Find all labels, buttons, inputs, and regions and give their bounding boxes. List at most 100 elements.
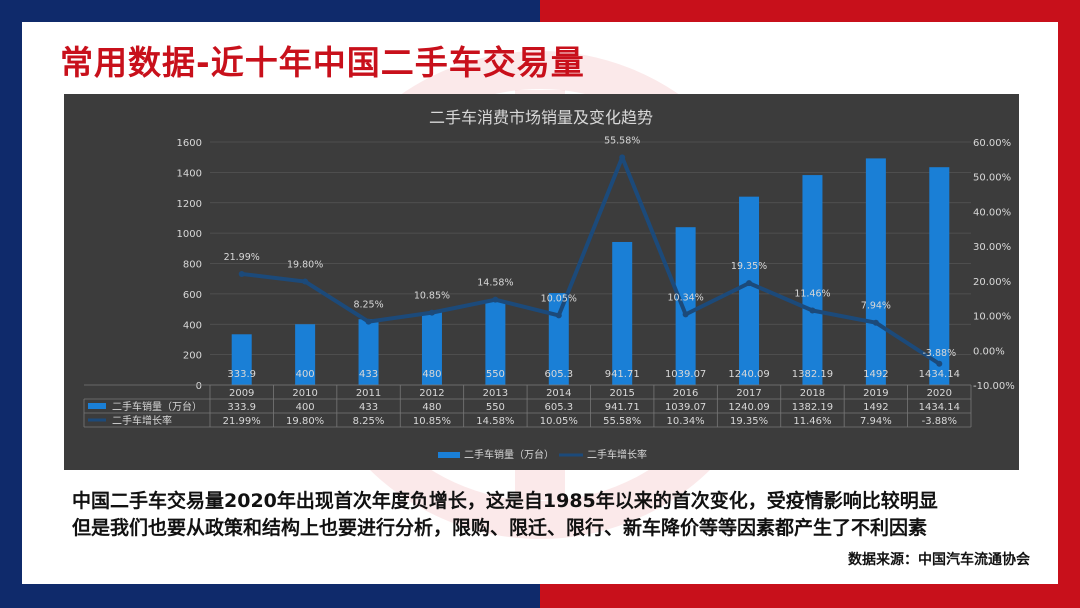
table-rate-cell: -3.88% xyxy=(922,416,957,427)
y-right-tick-label: 50.00% xyxy=(973,173,1011,184)
y-right-tick-label: 60.00% xyxy=(973,138,1011,149)
y-left-tick-label: 1200 xyxy=(177,199,202,210)
y-right-tick-label: 10.00% xyxy=(973,312,1011,323)
table-rate-cell: 10.85% xyxy=(413,416,451,427)
table-rate-row-header: 二手车增长率 xyxy=(112,414,172,427)
x-tick-label: 2018 xyxy=(800,388,825,399)
y-left-tick-label: 1000 xyxy=(177,229,202,240)
table-sales-cell: 550 xyxy=(486,402,505,413)
table-rate-cell: 14.58% xyxy=(476,416,514,427)
growth-rate-data-label: 21.99% xyxy=(224,252,260,263)
bar-2011 xyxy=(358,319,379,385)
growth-rate-point-2011 xyxy=(365,318,372,325)
y-left-tick-label: 1600 xyxy=(177,138,202,149)
bar-2015 xyxy=(612,241,633,385)
legend-sales-label: 二手车销量（万台） xyxy=(464,448,554,461)
y-left-tick-label: 200 xyxy=(183,351,202,362)
growth-rate-data-label: -3.88% xyxy=(922,348,956,359)
growth-rate-point-2019 xyxy=(872,319,879,326)
x-tick-label: 2010 xyxy=(292,388,317,399)
y-left-tick-label: 0 xyxy=(196,381,202,392)
table-sales-cell: 605.3 xyxy=(544,402,573,413)
growth-rate-data-label: 19.35% xyxy=(731,261,767,272)
bar-2020 xyxy=(929,167,950,385)
bar-data-label: 433 xyxy=(359,369,378,380)
bar-data-label: 605.3 xyxy=(544,369,573,380)
data-source: 数据来源：中国汽车流通协会 xyxy=(848,552,1030,568)
growth-rate-point-2017 xyxy=(746,280,753,287)
growth-rate-data-label: 55.58% xyxy=(604,135,640,146)
bar-data-label: 400 xyxy=(296,369,315,380)
x-tick-label: 2011 xyxy=(356,388,381,399)
bar-2017 xyxy=(739,196,760,385)
growth-rate-data-label: 14.58% xyxy=(477,278,513,289)
growth-rate-data-label: 11.46% xyxy=(794,289,830,300)
chart-title: 二手车消费市场销量及变化趋势 xyxy=(429,108,653,127)
x-tick-label: 2019 xyxy=(863,388,888,399)
description: 中国二手车交易量2020年出现首次年度负增长，这是自1985年以来的首次变化，受… xyxy=(72,488,938,542)
y-right-tick-label: 0.00% xyxy=(973,346,1005,357)
y-left-tick-label: 600 xyxy=(183,290,202,301)
growth-rate-point-2020 xyxy=(936,360,943,367)
bar-2019 xyxy=(865,158,886,385)
x-tick-label: 2012 xyxy=(419,388,444,399)
y-right-tick-label: 20.00% xyxy=(973,277,1011,288)
growth-rate-point-2010 xyxy=(302,278,309,285)
y-right-tick-label: 30.00% xyxy=(973,242,1011,253)
growth-rate-data-label: 10.34% xyxy=(668,292,704,303)
legend-rate-label: 二手车增长率 xyxy=(587,448,647,461)
x-tick-label: 2014 xyxy=(546,388,571,399)
bar-2013 xyxy=(485,301,506,385)
growth-rate-point-2009 xyxy=(238,270,245,277)
description-line-1: 中国二手车交易量2020年出现首次年度负增长，这是自1985年以来的首次变化，受… xyxy=(72,490,938,512)
bar-data-label: 941.71 xyxy=(605,369,640,380)
bar-data-label: 480 xyxy=(422,369,441,380)
growth-rate-data-label: 10.85% xyxy=(414,291,450,302)
x-tick-label: 2016 xyxy=(673,388,698,399)
growth-rate-point-2015 xyxy=(619,154,626,161)
table-sales-cell: 1434.14 xyxy=(919,402,960,413)
x-tick-label: 2009 xyxy=(229,388,254,399)
y-right-tick-label: 40.00% xyxy=(973,207,1011,218)
page-title: 常用数据-近十年中国二手车交易量 xyxy=(60,43,585,82)
bar-data-label: 550 xyxy=(486,369,505,380)
bar-data-label: 1434.14 xyxy=(919,369,960,380)
growth-rate-point-2013 xyxy=(492,296,499,303)
table-sales-cell: 1240.09 xyxy=(728,402,769,413)
growth-rate-data-label: 7.94% xyxy=(861,301,891,312)
table-rate-cell: 55.58% xyxy=(603,416,641,427)
bar-2012 xyxy=(421,312,442,385)
table-sales-cell: 480 xyxy=(422,402,441,413)
bar-data-label: 1240.09 xyxy=(728,369,769,380)
table-rate-cell: 19.35% xyxy=(730,416,768,427)
growth-rate-data-label: 10.05% xyxy=(541,293,577,304)
table-sales-cell: 400 xyxy=(296,402,315,413)
table-sales-legend-key xyxy=(88,403,106,409)
growth-rate-point-2014 xyxy=(555,312,562,319)
bar-2010 xyxy=(295,324,316,385)
bar-2009 xyxy=(231,334,252,385)
y-left-tick-label: 400 xyxy=(183,320,202,331)
chart-panel: 二手车消费市场销量及变化趋势 0 200 400 600 800 1000 1200 1400 1… xyxy=(64,94,1019,470)
y-left-tick-label: 1400 xyxy=(177,168,202,179)
chart-svg: 二手车消费市场销量及变化趋势 0 200 400 600 800 1000 1200 1400 1… xyxy=(83,108,1015,461)
y-left-tick-label: 800 xyxy=(183,260,202,271)
table-rate-cell: 19.80% xyxy=(286,416,324,427)
growth-rate-data-label: 19.80% xyxy=(287,260,323,271)
growth-rate-line xyxy=(241,155,941,366)
table-sales-row-header: 二手车销量（万台） xyxy=(112,400,202,413)
growth-rate-point-2012 xyxy=(428,309,435,316)
table-rate-cell: 21.99% xyxy=(223,416,261,427)
bar-data-label: 1492 xyxy=(863,369,888,380)
bar-2016 xyxy=(675,227,696,385)
x-tick-label: 2020 xyxy=(927,388,952,399)
growth-rate-data-label: 8.25% xyxy=(353,300,383,311)
table-sales-cell: 1039.07 xyxy=(665,402,706,413)
table-sales-cell: 941.71 xyxy=(605,402,640,413)
growth-rate-point-2018 xyxy=(809,307,816,314)
table-rate-cell: 10.05% xyxy=(540,416,578,427)
table-sales-cell: 1382.19 xyxy=(792,402,833,413)
description-line-2: 但是我们也要从政策和结构上也要进行分析，限购、限迁、限行、新车降价等等因素都产生… xyxy=(72,517,928,539)
y-right-tick-label: -10.00% xyxy=(973,381,1015,392)
table-rate-cell: 8.25% xyxy=(353,416,385,427)
